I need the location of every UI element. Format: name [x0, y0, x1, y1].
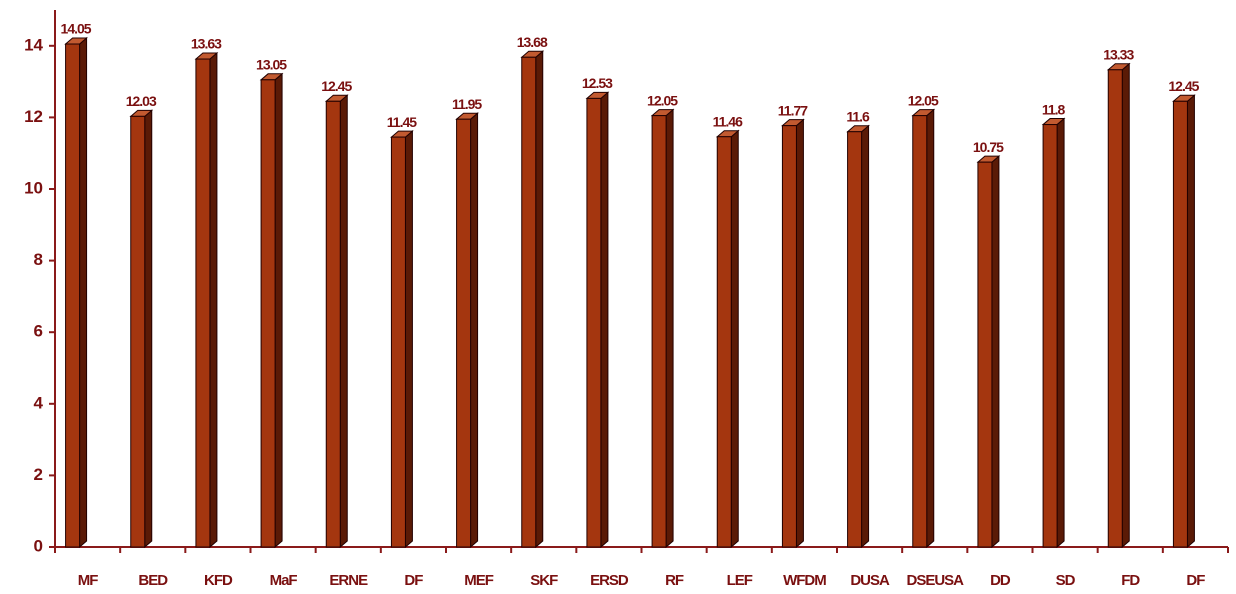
bar	[259, 72, 284, 549]
value-label: 12.05	[647, 92, 678, 108]
y-tick-label: 2	[34, 465, 43, 484]
bar	[715, 129, 740, 549]
value-label: 13.05	[256, 57, 287, 73]
x-tick-label: WFDM	[783, 572, 826, 589]
x-tick-label: RF	[665, 572, 684, 589]
x-tick-label: DF	[1186, 572, 1205, 589]
x-tick-label: DF	[404, 572, 423, 589]
bar	[846, 124, 870, 549]
x-tick-label: MEF	[464, 572, 494, 589]
y-tick-label: 6	[34, 322, 43, 341]
bar	[194, 51, 219, 549]
bar	[1106, 62, 1131, 549]
value-label: 10.75	[973, 139, 1004, 155]
value-label: 12.53	[582, 75, 613, 91]
x-tick-label: SD	[1056, 572, 1076, 589]
bar	[390, 130, 414, 549]
y-tick-label: 0	[34, 536, 43, 555]
x-tick-label: FD	[1121, 572, 1140, 589]
x-tick-label: DUSA	[850, 572, 890, 589]
value-label: 12.03	[126, 93, 157, 109]
value-label: 11.77	[778, 102, 808, 118]
x-tick-label: DSEUSA	[906, 572, 964, 589]
bar	[520, 50, 545, 549]
x-tick-label: DD	[990, 572, 1011, 589]
bar	[129, 109, 154, 549]
x-tick-label: SKF	[530, 572, 558, 589]
value-label: 11.95	[452, 96, 482, 112]
value-label: 13.33	[1103, 46, 1134, 62]
bar	[911, 108, 936, 549]
bar	[455, 112, 479, 549]
x-tick-label: KFD	[204, 572, 233, 589]
value-label: 11.6	[846, 108, 870, 124]
y-tick-label: 10	[24, 178, 43, 197]
bar	[1172, 94, 1196, 549]
y-tick-label: 4	[34, 393, 44, 412]
y-tick-label: 12	[24, 107, 43, 126]
x-tick-label: ERSD	[590, 572, 629, 589]
value-label: 12.45	[1168, 78, 1199, 94]
bar	[976, 155, 1001, 549]
x-tick-label: BED	[138, 572, 168, 589]
bar	[324, 94, 349, 549]
bar	[650, 108, 675, 549]
y-tick-label: 8	[34, 250, 43, 269]
value-label: 14.05	[61, 21, 92, 37]
bar	[1041, 117, 1066, 549]
value-label: 13.68	[517, 34, 548, 50]
value-label: 11.46	[713, 113, 743, 129]
value-label: 12.45	[321, 78, 352, 94]
value-label: 13.63	[191, 36, 222, 52]
value-label: 11.45	[387, 114, 417, 130]
bar	[781, 118, 805, 549]
bar	[64, 36, 88, 549]
y-tick-label: 14	[24, 35, 43, 54]
x-tick-label: LEF	[727, 572, 753, 589]
x-tick-label: ERNE	[329, 572, 368, 589]
bar	[585, 91, 610, 549]
value-label: 11.8	[1042, 101, 1066, 117]
value-label: 12.05	[908, 92, 939, 108]
x-tick-label: MF	[78, 572, 98, 589]
x-tick-label: MaF	[270, 572, 298, 589]
